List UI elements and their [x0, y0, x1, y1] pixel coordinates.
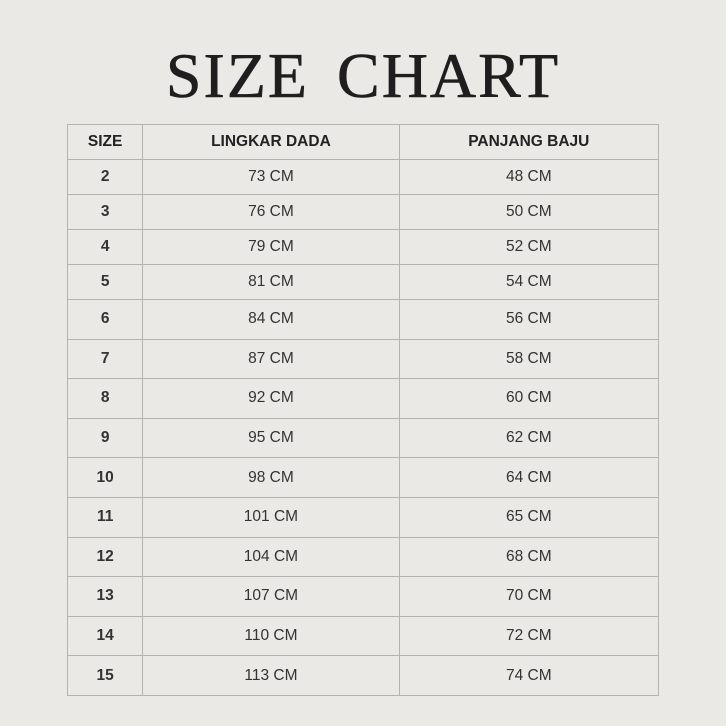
cell-panjang-baju: 65 CM: [398, 496, 660, 538]
table-row: 13 107 CM 70 CM: [66, 576, 660, 617]
cell-panjang-baju: 70 CM: [398, 576, 660, 617]
header-size: SIZE: [66, 124, 144, 160]
cell-panjang-baju: 54 CM: [398, 264, 660, 300]
cell-lingkar-dada: 98 CM: [142, 457, 400, 498]
cell-lingkar-dada: 81 CM: [142, 264, 400, 300]
cell-lingkar-dada: 76 CM: [142, 194, 400, 230]
cell-lingkar-dada: 87 CM: [142, 338, 400, 380]
table-row: 10 98 CM 64 CM: [66, 457, 660, 498]
cell-size: 2: [66, 159, 144, 195]
cell-lingkar-dada: 101 CM: [142, 496, 400, 538]
cell-size: 4: [66, 229, 144, 265]
cell-lingkar-dada: 84 CM: [142, 299, 400, 340]
cell-panjang-baju: 60 CM: [398, 378, 660, 419]
cell-size: 7: [66, 338, 144, 380]
cell-panjang-baju: 52 CM: [398, 229, 660, 265]
cell-lingkar-dada: 95 CM: [142, 417, 400, 459]
table-row: 4 79 CM 52 CM: [66, 229, 660, 265]
header-panjang-baju: PANJANG BAJU: [398, 124, 660, 160]
cell-lingkar-dada: 113 CM: [142, 655, 400, 696]
page-title: SIZE CHART: [165, 40, 561, 112]
cell-size: 10: [66, 457, 144, 498]
table-row: 7 87 CM 58 CM: [66, 338, 660, 380]
cell-panjang-baju: 64 CM: [398, 457, 660, 498]
table-row: 8 92 CM 60 CM: [66, 378, 660, 419]
cell-panjang-baju: 72 CM: [398, 615, 660, 657]
cell-size: 12: [66, 536, 144, 578]
cell-size: 13: [66, 576, 144, 617]
header-lingkar-dada: LINGKAR DADA: [142, 124, 400, 160]
table-row: 15 113 CM 74 CM: [66, 655, 660, 696]
table-row: 14 110 CM 72 CM: [66, 615, 660, 657]
table-row: 9 95 CM 62 CM: [66, 417, 660, 459]
table-row: 11 101 CM 65 CM: [66, 496, 660, 538]
cell-size: 6: [66, 299, 144, 340]
cell-size: 14: [66, 615, 144, 657]
cell-panjang-baju: 58 CM: [398, 338, 660, 380]
cell-panjang-baju: 50 CM: [398, 194, 660, 230]
cell-lingkar-dada: 79 CM: [142, 229, 400, 265]
cell-size: 15: [66, 655, 144, 696]
cell-lingkar-dada: 107 CM: [142, 576, 400, 617]
cell-lingkar-dada: 92 CM: [142, 378, 400, 419]
table-row: 2 73 CM 48 CM: [66, 159, 660, 195]
table-row: 12 104 CM 68 CM: [66, 536, 660, 578]
table-row: 6 84 CM 56 CM: [66, 299, 660, 340]
cell-lingkar-dada: 110 CM: [142, 615, 400, 657]
table-header-row: SIZE LINGKAR DADA PANJANG BAJU: [66, 124, 660, 160]
cell-size: 5: [66, 264, 144, 300]
size-chart-table: SIZE LINGKAR DADA PANJANG BAJU 2 73 CM 48 …: [66, 124, 660, 696]
cell-lingkar-dada: 104 CM: [142, 536, 400, 578]
cell-size: 8: [66, 378, 144, 419]
cell-size: 9: [66, 417, 144, 459]
cell-lingkar-dada: 73 CM: [142, 159, 400, 195]
table-row: 5 81 CM 54 CM: [66, 264, 660, 300]
cell-panjang-baju: 62 CM: [398, 417, 660, 459]
cell-panjang-baju: 68 CM: [398, 536, 660, 578]
cell-size: 3: [66, 194, 144, 230]
cell-panjang-baju: 48 CM: [398, 159, 660, 195]
cell-size: 11: [66, 496, 144, 538]
cell-panjang-baju: 56 CM: [398, 299, 660, 340]
cell-panjang-baju: 74 CM: [398, 655, 660, 696]
table-row: 3 76 CM 50 CM: [66, 194, 660, 230]
